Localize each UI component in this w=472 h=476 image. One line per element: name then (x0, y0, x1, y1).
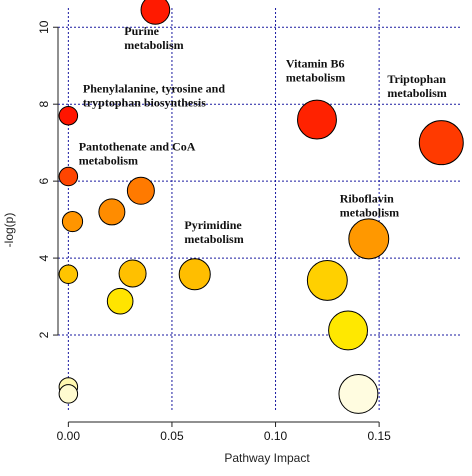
annotation-3-line-1: metabolism (286, 71, 345, 85)
annotation-3: Vitamin B6 metabolism (286, 57, 345, 85)
data-point-16 (58, 384, 79, 404)
annotation-0: Purine metabolism (124, 24, 183, 52)
annotation-5: Riboflavin metabolism (340, 191, 399, 219)
data-point-14 (328, 310, 369, 351)
y-tick-label-3: 8 (37, 101, 51, 108)
x-tick-label-0: 0.00 (57, 429, 81, 443)
data-point-13 (106, 287, 134, 315)
data-point-0 (140, 0, 171, 25)
data-point-7 (61, 210, 84, 233)
data-point-5 (126, 176, 155, 205)
data-point-9 (178, 258, 211, 291)
data-point-1 (58, 105, 79, 126)
y-tick-label-4: 10 (37, 20, 51, 34)
x-tick-label-2: 0.10 (264, 429, 288, 443)
annotation-1-line-0: Phenylalanine, tyrosine and (83, 82, 225, 96)
y-tick-label-1: 4 (37, 254, 51, 261)
annotation-0-line-1: metabolism (124, 38, 183, 52)
annotation-6: Pyrimidine metabolism (184, 218, 243, 246)
annotation-2-line-0: Pantothenate and CoA (79, 139, 196, 153)
annotation-6-line-0: Pyrimidine (184, 218, 242, 232)
annotation-3-line-0: Vitamin B6 (286, 57, 345, 71)
data-point-12 (306, 259, 348, 301)
annotation-4-line-1: metabolism (387, 86, 446, 100)
annotation-5-line-1: metabolism (340, 205, 399, 219)
x-tick-label-3: 0.15 (367, 429, 391, 443)
annotation-4-line-0: Triptophan (387, 72, 446, 86)
y-tick-label-0: 2 (37, 331, 51, 338)
annotation-2-line-1: metabolism (79, 153, 138, 167)
x-axis-title: Pathway Impact (224, 451, 310, 465)
data-point-11 (58, 264, 79, 285)
y-axis-title: -log(p) (2, 213, 16, 248)
annotation-4: Triptophan metabolism (387, 72, 446, 100)
annotation-0-line-0: Purine (124, 24, 159, 38)
annotation-1: Phenylalanine, tyrosine and tryptophan bi… (83, 82, 225, 110)
y-tick-label-2: 6 (37, 177, 51, 184)
data-point-4 (58, 166, 79, 187)
data-point-2 (297, 99, 337, 140)
x-tick-label-1: 0.05 (160, 429, 184, 443)
annotation-6-line-1: metabolism (184, 232, 243, 246)
annotation-1-line-1: tryptophan biosynthesis (83, 96, 206, 110)
data-point-8 (348, 218, 390, 260)
annotation-5-line-0: Riboflavin (340, 191, 394, 205)
data-point-3 (418, 120, 464, 166)
annotation-2: Pantothenate and CoA metabolism (79, 139, 196, 167)
axes: 2 4 6 8 10 0.00 0.05 0.10 0.15 (37, 20, 391, 443)
grid-lines (58, 8, 462, 412)
data-point-10 (118, 259, 147, 288)
data-points (58, 0, 464, 414)
data-point-17 (338, 373, 379, 414)
data-point-6 (98, 198, 126, 226)
